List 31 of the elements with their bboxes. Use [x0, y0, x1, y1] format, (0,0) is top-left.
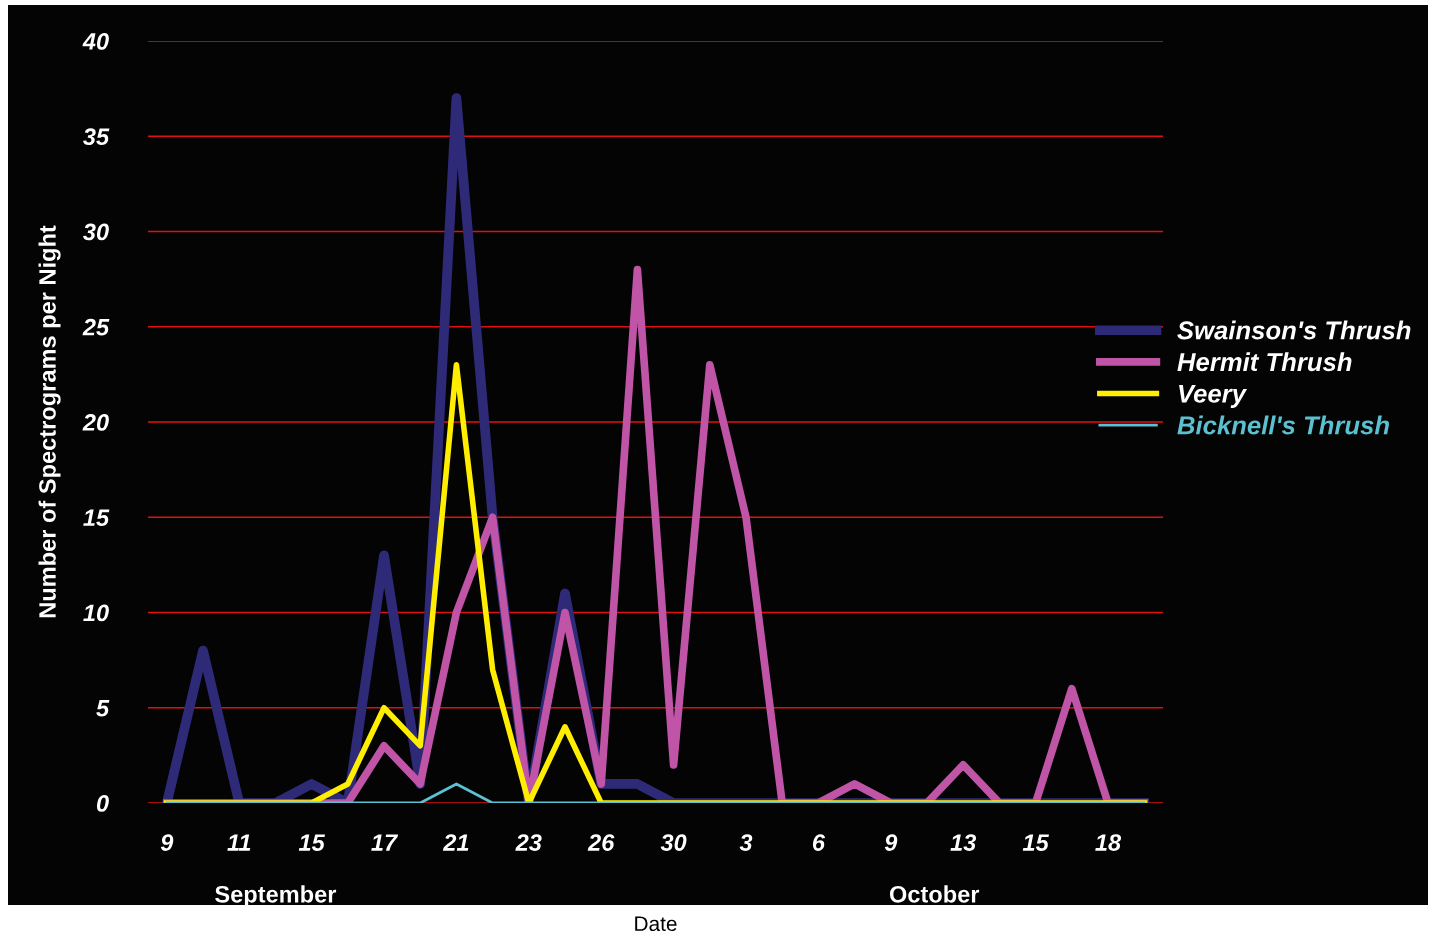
y-tick-label: 5 — [96, 700, 110, 717]
x-tick-label: 18 — [1095, 834, 1122, 851]
y-tick-label: 40 — [82, 33, 109, 50]
y-tick-label: 15 — [83, 509, 110, 527]
y-tick-label: 10 — [83, 604, 109, 622]
y-tick-label: 0 — [96, 795, 109, 812]
legend-label: Swainson's Thrush — [1177, 320, 1411, 340]
y-axis-title: Number of Spectrograms per Night — [38, 225, 61, 618]
y-tick-label: 35 — [83, 128, 110, 146]
y-tick-label: 25 — [82, 318, 110, 336]
x-axis-title: Date — [635, 916, 677, 932]
y-tick-label: 30 — [83, 223, 109, 241]
x-tick-label: 17 — [371, 834, 399, 851]
x-tick-label: 6 — [812, 834, 826, 851]
x-tick-label: 15 — [1022, 834, 1049, 851]
y-tick-label: 20 — [82, 414, 109, 431]
x-tick-label: 11 — [227, 834, 251, 851]
text: October — [889, 885, 980, 903]
x-tick-label: 21 — [442, 834, 469, 851]
x-tick-label: 9 — [160, 834, 174, 851]
x-tick-label: 3 — [739, 834, 753, 851]
x-tick-label: 13 — [950, 834, 977, 851]
x-tick-label: 15 — [298, 834, 326, 851]
x-tick-label: 23 — [515, 834, 542, 851]
text: September — [215, 885, 337, 908]
x-tick-label: 9 — [884, 834, 898, 851]
legend-label: Veery — [1179, 384, 1248, 408]
x-tick-label: 30 — [660, 834, 687, 851]
legend-label: Bicknell's Thrush — [1177, 415, 1389, 435]
x-tick-label: 26 — [587, 834, 615, 851]
legend-label: Hermit Thrush — [1177, 352, 1352, 372]
